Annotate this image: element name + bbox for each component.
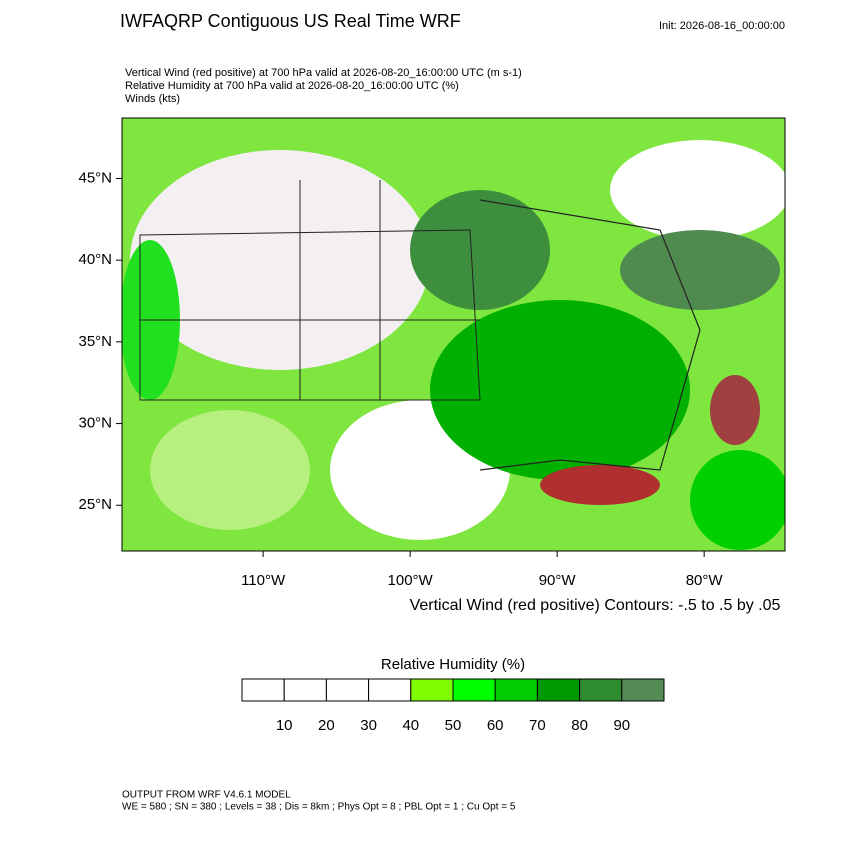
lat-tick-label: 25°N <box>78 496 112 513</box>
colorbar-box <box>283 678 327 702</box>
colorbar-label: 70 <box>529 717 546 734</box>
colorbar-label: 80 <box>571 717 588 734</box>
colorbar-label: 20 <box>318 717 335 734</box>
colorbar-label: 90 <box>613 717 630 734</box>
footer-settings: WE = 580 ; SN = 380 ; Levels = 38 ; Dis … <box>122 802 516 813</box>
lon-tick-label: 90°W <box>539 572 577 589</box>
colorbar-box <box>368 678 412 702</box>
lon-tick-label: 80°W <box>686 572 724 589</box>
colorbar-box <box>621 678 665 702</box>
colorbar-label: 40 <box>402 717 419 734</box>
lon-tick-label: 100°W <box>388 572 434 589</box>
map-frame <box>121 117 786 552</box>
colorbar-label: 30 <box>360 717 377 734</box>
lat-tick-label: 30°N <box>78 415 112 432</box>
lat-tick-label: 35°N <box>78 333 112 350</box>
colorbar-label: 60 <box>487 717 504 734</box>
field-line: Vertical Wind (red positive) at 700 hPa … <box>125 67 522 79</box>
colorbar-box <box>325 678 370 702</box>
footer-model: OUTPUT FROM WRF V4.6.1 MODEL <box>122 790 291 801</box>
colorbar-title: Relative Humidity (%) <box>381 656 525 673</box>
colorbar-label: 50 <box>445 717 462 734</box>
title: IWFAQRP Contiguous US Real Time WRF <box>120 11 461 31</box>
map-field <box>122 118 785 551</box>
lon-tick-label: 110°W <box>241 572 286 589</box>
colorbar-box <box>241 678 285 702</box>
colorbar-label: 10 <box>276 717 293 734</box>
colorbar: 10 20 30 40 50 60 70 80 90 <box>241 678 665 734</box>
lat-tick-label: 40°N <box>78 251 112 268</box>
lat-tick-label: 45°N <box>78 169 112 186</box>
colorbar-box <box>494 678 538 702</box>
colorbar-box <box>579 678 623 702</box>
init-time: Init: 2026-08-16_00:00:00 <box>659 20 785 32</box>
field-line: Relative Humidity at 700 hPa valid at 20… <box>125 80 459 92</box>
colorbar-box <box>452 678 496 702</box>
field-line: Winds (kts) <box>125 93 180 105</box>
colorbar-box <box>410 678 454 702</box>
contour-note: Vertical Wind (red positive) Contours: -… <box>410 597 781 614</box>
axis-ticks: 25°N 30°N 35°N 40°N 45°N 110°W 100°W 90°W 80°W <box>78 169 723 589</box>
colorbar-box <box>536 678 581 702</box>
